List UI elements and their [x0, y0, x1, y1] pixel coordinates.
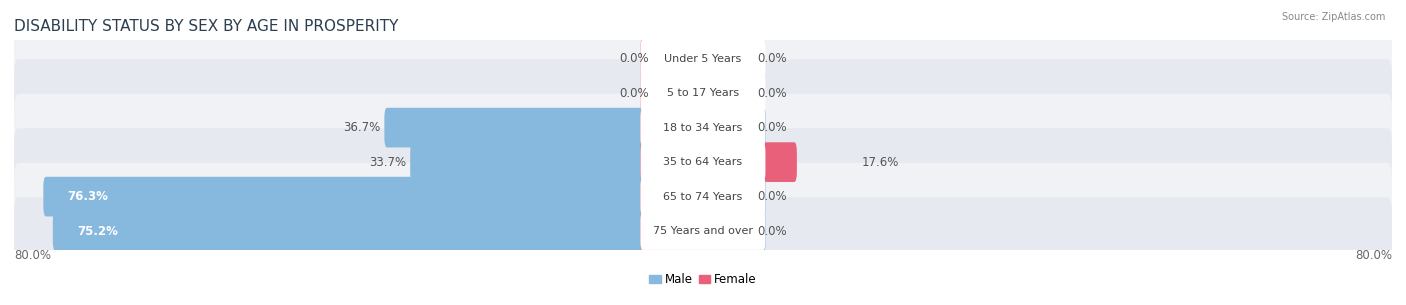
FancyBboxPatch shape — [53, 211, 766, 251]
FancyBboxPatch shape — [641, 178, 765, 215]
FancyBboxPatch shape — [640, 142, 797, 182]
FancyBboxPatch shape — [14, 59, 1392, 127]
FancyBboxPatch shape — [652, 73, 693, 113]
Text: 80.0%: 80.0% — [14, 249, 51, 262]
FancyBboxPatch shape — [640, 177, 693, 217]
Text: 0.0%: 0.0% — [758, 87, 787, 100]
Text: 0.0%: 0.0% — [758, 121, 787, 134]
FancyBboxPatch shape — [14, 25, 1392, 92]
Text: 0.0%: 0.0% — [619, 87, 648, 100]
Text: 0.0%: 0.0% — [758, 52, 787, 65]
Text: 75.2%: 75.2% — [77, 224, 118, 238]
Text: Source: ZipAtlas.com: Source: ZipAtlas.com — [1281, 12, 1385, 22]
Text: 36.7%: 36.7% — [343, 121, 380, 134]
Text: 75 Years and over: 75 Years and over — [652, 226, 754, 236]
FancyBboxPatch shape — [641, 212, 765, 250]
FancyBboxPatch shape — [14, 197, 1392, 265]
FancyBboxPatch shape — [14, 94, 1392, 161]
FancyBboxPatch shape — [640, 73, 693, 113]
Text: 0.0%: 0.0% — [758, 190, 787, 203]
FancyBboxPatch shape — [44, 177, 766, 217]
FancyBboxPatch shape — [640, 108, 693, 147]
Text: DISABILITY STATUS BY SEX BY AGE IN PROSPERITY: DISABILITY STATUS BY SEX BY AGE IN PROSP… — [14, 19, 398, 34]
Text: 5 to 17 Years: 5 to 17 Years — [666, 88, 740, 98]
FancyBboxPatch shape — [411, 142, 766, 182]
FancyBboxPatch shape — [652, 39, 693, 78]
Text: 17.6%: 17.6% — [862, 156, 898, 169]
FancyBboxPatch shape — [641, 109, 765, 146]
FancyBboxPatch shape — [641, 143, 765, 181]
Text: 76.3%: 76.3% — [67, 190, 108, 203]
FancyBboxPatch shape — [14, 163, 1392, 231]
Text: 33.7%: 33.7% — [368, 156, 406, 169]
FancyBboxPatch shape — [640, 211, 693, 251]
FancyBboxPatch shape — [641, 40, 765, 77]
Text: 80.0%: 80.0% — [1355, 249, 1392, 262]
Text: 0.0%: 0.0% — [619, 52, 648, 65]
Text: 18 to 34 Years: 18 to 34 Years — [664, 123, 742, 133]
FancyBboxPatch shape — [14, 128, 1392, 196]
Text: 65 to 74 Years: 65 to 74 Years — [664, 192, 742, 202]
Legend: Male, Female: Male, Female — [645, 268, 761, 290]
Text: 35 to 64 Years: 35 to 64 Years — [664, 157, 742, 167]
FancyBboxPatch shape — [641, 74, 765, 112]
Text: Under 5 Years: Under 5 Years — [665, 54, 741, 64]
Text: 0.0%: 0.0% — [758, 224, 787, 238]
FancyBboxPatch shape — [640, 39, 693, 78]
FancyBboxPatch shape — [384, 108, 766, 147]
